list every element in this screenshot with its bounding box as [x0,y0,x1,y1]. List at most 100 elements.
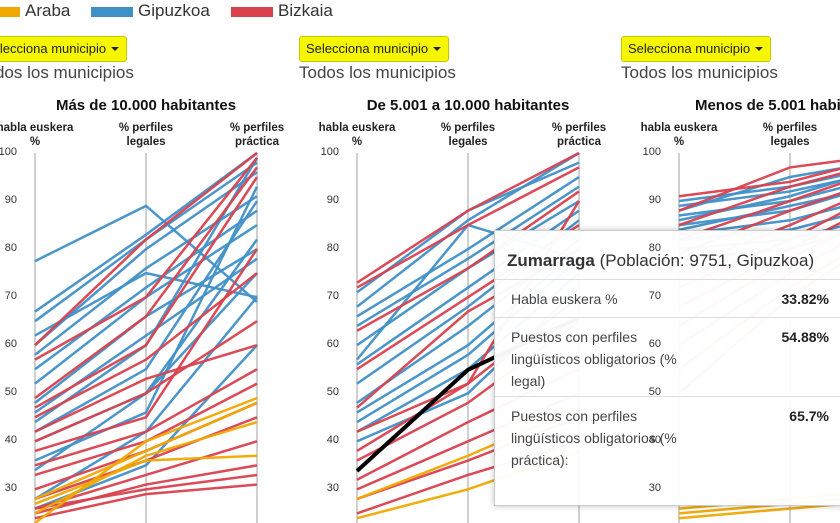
municipio-dropdown[interactable]: Selecciona municipio [621,36,772,62]
legend-swatch [231,7,273,17]
municipio-line [34,204,258,303]
municipio-line [34,151,258,313]
subtitle: Todos los municipios [0,63,134,82]
legend-label: Bizkaia [278,1,333,20]
legend-swatch [91,7,133,17]
municipio-line [34,157,258,361]
municipio-line [34,420,258,515]
y-tick-label: 60 [4,338,17,351]
axis-header: % perfiles práctica [551,122,607,148]
municipio-line [678,159,840,212]
municipio-line [34,152,258,347]
municipio-line [34,248,259,453]
y-tick-label: 100 [642,146,661,158]
tooltip-value: 54.88% [781,329,829,345]
municipio-dropdown[interactable]: Selecciona municipio [299,36,450,62]
subtitle: Todos los municipios [299,63,456,82]
municipio-line [34,200,259,433]
tooltip-value: 65.7% [789,408,829,424]
municipio-line [34,464,258,515]
municipio-line [34,272,258,419]
municipio-line [678,179,840,208]
municipio-line [34,401,258,501]
municipio-line [34,454,258,505]
axis-header: % perfiles práctica [229,122,285,148]
axis-header: % perfiles legales [440,122,496,148]
legend-swatch [0,7,20,17]
chart-title: De 5.001 a 10.000 habitantes [366,97,570,114]
axis-header: habla euskera % [0,122,74,148]
y-tick-label: 90 [648,194,661,207]
tooltip-row: Puestos con perfiles lingüísticos obliga… [495,317,840,389]
municipio-line [34,440,258,510]
y-tick-label: 60 [648,338,661,351]
y-tick-label: 90 [326,194,339,207]
y-tick-label: 50 [326,386,339,399]
municipio-line [356,151,580,284]
municipio-line [34,171,258,347]
y-tick-label: 70 [648,290,661,303]
y-tick-label: 50 [4,386,17,399]
municipio-line [34,396,258,523]
municipio-line [34,320,258,443]
chart-title: Más de 10.000 habitantes [55,97,237,114]
y-tick-label: 30 [326,482,339,495]
municipio-line [678,167,840,198]
y-tick-label: 40 [326,434,339,447]
municipio-line [34,483,258,520]
municipio-line [34,344,258,433]
municipio-line [678,172,840,227]
y-tick-label: 30 [4,482,17,495]
municipio-line [678,182,840,241]
tooltip-details: (Población: 9751, Gipuzkoa) [599,251,815,270]
y-tick-label: 70 [4,290,17,303]
subtitle: Todos los municipios [621,63,778,82]
municipio-line [34,368,258,467]
municipio-line [356,151,580,308]
y-tick-label: 40 [4,434,17,447]
y-tick-label: 80 [326,242,339,255]
y-tick-label: 50 [648,386,661,399]
municipio-line [356,185,580,328]
municipio-line [678,193,840,232]
municipio-line [34,271,258,337]
tooltip-name: Zumarraga [507,251,595,270]
tooltip: Zumarraga (Población: 9751, Gipuzkoa) Ha… [494,230,840,506]
y-tick-label: 60 [326,338,339,351]
legend-label: Gipuzkoa [138,1,210,20]
y-tick-label: 30 [648,482,661,495]
y-tick-label: 80 [4,242,17,255]
municipio-line [356,166,580,289]
tooltip-value: 33.82% [781,291,829,307]
y-tick-label: 40 [648,434,661,447]
y-tick-label: 100 [320,146,339,158]
tooltip-row: Puestos con perfiles lingüísticos obliga… [495,396,840,468]
axis-header: % perfiles legales [118,122,174,148]
tooltip-label: Puestos con perfiles lingüísticos obliga… [511,408,677,468]
tooltip-row: Habla euskera % 33.82% [495,279,840,307]
municipio-line [356,175,580,318]
y-tick-label: 80 [648,242,661,255]
municipio-line [678,503,840,520]
chart-title: Menos de 5.001 habitantes [694,97,840,114]
axis-header: habla euskera % [640,122,718,148]
legend-label: Araba [25,1,71,20]
tooltip-title: Zumarraga (Población: 9751, Gipuzkoa) [507,251,814,271]
municipio-dropdown[interactable]: Selecciona municipio [0,36,128,62]
axis-header: % perfiles legales [762,122,818,148]
tooltip-label: Habla euskera % [511,291,618,307]
y-tick-label: 70 [326,290,339,303]
tooltip-label: Puestos con perfiles lingüísticos obliga… [511,329,677,389]
y-tick-label: 90 [4,194,17,207]
municipio-line [34,166,259,400]
municipio-line [678,167,840,212]
municipio-line [34,473,258,510]
municipio-line [356,190,580,332]
axis-header: habla euskera % [318,122,396,148]
municipio-line [678,205,840,236]
municipio-line [34,176,259,409]
municipio-line [34,209,258,371]
y-tick-label: 100 [0,146,17,158]
